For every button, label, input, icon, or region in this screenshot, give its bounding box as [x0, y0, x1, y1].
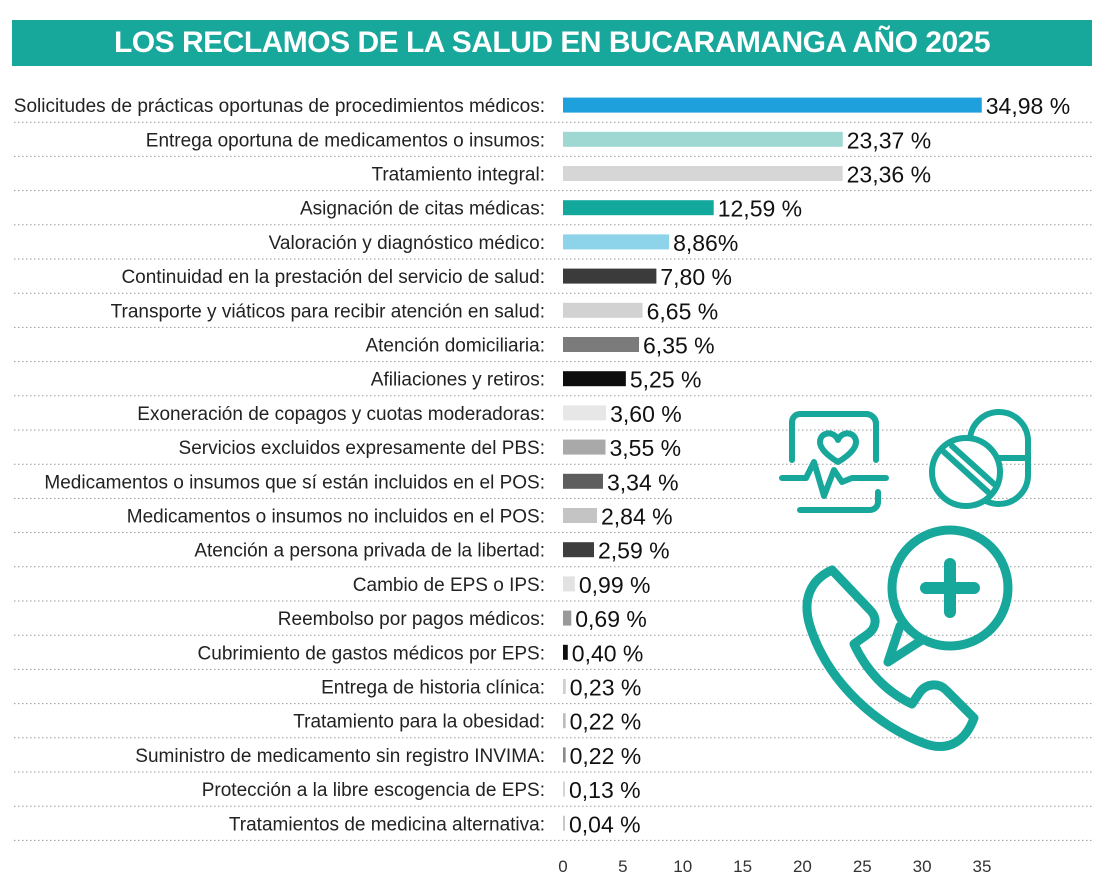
category-label: Tratamientos de medicina alternativa:	[229, 814, 545, 835]
category-label: Tratamiento integral:	[371, 165, 545, 186]
value-label: 3,55 %	[609, 435, 681, 461]
value-label: 0,99 %	[579, 572, 651, 598]
x-tick-label: 25	[853, 857, 872, 876]
bar	[563, 713, 566, 729]
bar	[563, 679, 566, 694]
category-label: Cambio de EPS o IPS:	[353, 575, 545, 596]
category-label: Cubrimiento de gastos médicos por EPS:	[198, 643, 545, 664]
bar	[563, 542, 595, 558]
health-icons	[779, 409, 1031, 751]
category-label: Solicitudes de prácticas oportunas de pr…	[14, 96, 545, 117]
value-label: 5,25 %	[630, 367, 702, 393]
bar	[563, 473, 603, 489]
title-banner: LOS RECLAMOS DE LA SALUD EN BUCARAMANGA …	[12, 20, 1092, 66]
category-label: Valoración y diagnóstico médico:	[269, 233, 545, 254]
category-label: Exoneración de copagos y cuotas moderado…	[137, 404, 545, 425]
category-label: Atención a persona privada de la liberta…	[194, 541, 545, 562]
bar	[563, 610, 572, 626]
value-label: 8,86%	[673, 230, 738, 256]
bar	[563, 302, 643, 318]
value-label: 3,60 %	[610, 401, 682, 427]
value-label: 12,59 %	[718, 196, 802, 222]
category-label: Afiliaciones y retiros:	[371, 370, 545, 391]
bar	[563, 200, 714, 216]
x-tick-label: 5	[618, 857, 627, 876]
value-label: 34,98 %	[986, 93, 1070, 119]
value-label: 0,13 %	[569, 777, 641, 803]
bar	[563, 131, 843, 147]
bar	[563, 439, 606, 455]
value-label: 6,35 %	[643, 333, 715, 359]
category-label: Suministro de medicamento sin registro I…	[135, 746, 545, 767]
category-label: Entrega oportuna de medicamentos o insum…	[146, 130, 545, 151]
category-label: Transporte y viáticos para recibir atenc…	[111, 301, 545, 322]
category-label: Medicamentos o insumos que sí están incl…	[44, 472, 545, 493]
value-label: 2,59 %	[598, 538, 670, 564]
value-label: 6,65 %	[647, 298, 719, 324]
bar	[563, 405, 607, 421]
category-label: Servicios excluidos expresamente del PBS…	[179, 438, 545, 459]
x-tick-label: 30	[913, 857, 932, 876]
bar	[563, 268, 657, 284]
x-tick-label: 10	[673, 857, 692, 876]
bar	[563, 781, 565, 797]
bar	[563, 508, 597, 523]
value-label: 0,04 %	[569, 811, 641, 837]
bar	[563, 234, 670, 250]
category-label: Medicamentos o insumos no incluidos en e…	[127, 507, 545, 528]
bar	[563, 644, 568, 660]
value-label: 3,34 %	[607, 469, 679, 495]
bar	[563, 337, 640, 352]
bar	[563, 166, 843, 181]
category-label: Tratamiento para la obesidad:	[293, 712, 545, 733]
category-label: Protección a la libre escogencia de EPS:	[202, 780, 545, 801]
value-label: 0,22 %	[570, 709, 642, 735]
bar	[563, 747, 566, 763]
x-tick-label: 20	[793, 857, 812, 876]
category-label: Reembolso por pagos médicos:	[278, 609, 545, 630]
bar	[563, 815, 565, 831]
value-label: 0,40 %	[572, 640, 644, 666]
x-tick-label: 0	[558, 857, 567, 876]
x-tick-label: 35	[973, 857, 992, 876]
value-label: 0,23 %	[570, 675, 642, 701]
chart-title: LOS RECLAMOS DE LA SALUD EN BUCARAMANGA …	[113, 26, 991, 59]
x-tick-label: 15	[733, 857, 752, 876]
bar	[563, 97, 982, 113]
value-label: 23,37 %	[847, 127, 931, 153]
phone-medical-icon	[802, 525, 1013, 751]
value-label: 23,36 %	[847, 162, 931, 188]
value-label: 7,80 %	[660, 264, 732, 290]
category-label: Asignación de citas médicas:	[300, 199, 545, 220]
bar	[563, 371, 626, 387]
value-label: 2,84 %	[601, 504, 673, 530]
category-label: Continuidad en la prestación del servici…	[121, 267, 545, 288]
category-label: Entrega de historia clínica:	[321, 678, 545, 699]
value-label: 0,69 %	[575, 606, 647, 632]
pill-capsule-icon	[929, 409, 1031, 509]
heart-monitor-icon	[779, 411, 889, 513]
category-label: Atención domiciliaria:	[365, 336, 545, 357]
value-label: 0,22 %	[570, 743, 642, 769]
bar	[563, 576, 575, 592]
